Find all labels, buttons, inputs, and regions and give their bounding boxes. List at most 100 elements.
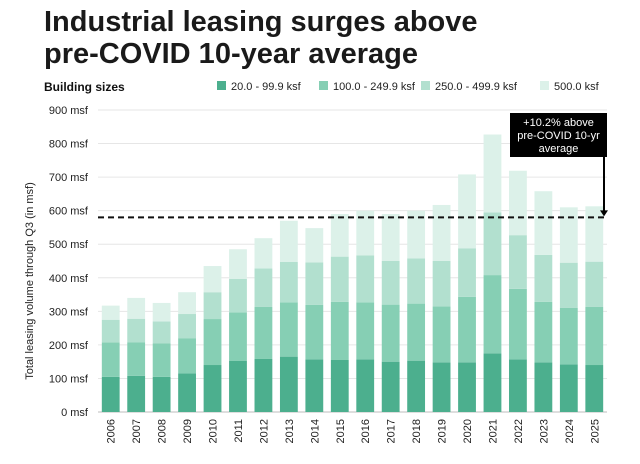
x-tick-label: 2017 bbox=[386, 419, 398, 443]
bar-segment bbox=[432, 261, 451, 307]
bar-segment bbox=[279, 220, 298, 263]
x-tick-label: 2016 bbox=[360, 419, 372, 443]
annotation-text: average bbox=[539, 143, 579, 155]
bars-group bbox=[101, 134, 604, 412]
bar-segment bbox=[509, 235, 527, 289]
y-axis: 0 msf 100 msf 200 msf 300 msf 400 msf 500 msf… bbox=[49, 105, 89, 419]
chart-title-line-2: pre-COVID 10-year average bbox=[44, 38, 418, 70]
y-axis-label: Total leasing volume through Q3 (in msf) bbox=[24, 182, 36, 379]
bar-segment bbox=[432, 362, 451, 412]
bar-segment bbox=[305, 304, 324, 360]
legend-label: 250.0 - 499.9 ksf bbox=[435, 81, 518, 93]
bar-segment bbox=[279, 302, 298, 357]
bar-segment bbox=[127, 342, 146, 376]
bar-segment bbox=[585, 306, 604, 366]
bar-segment bbox=[127, 297, 146, 319]
legend-title: Building sizes bbox=[44, 80, 125, 94]
annotation-arrow-head bbox=[600, 210, 608, 217]
legend-label: 20.0 - 99.9 ksf bbox=[231, 81, 302, 93]
bar-segment bbox=[127, 318, 146, 343]
y-tick-label: 700 msf bbox=[49, 172, 89, 184]
bar-segment bbox=[152, 343, 171, 377]
bar-segment bbox=[585, 206, 604, 262]
bar-segment bbox=[305, 262, 324, 305]
bar-segment bbox=[483, 212, 502, 276]
bar-segment bbox=[509, 288, 527, 360]
x-tick-label: 2020 bbox=[462, 419, 474, 443]
y-tick-label: 300 msf bbox=[49, 306, 89, 318]
bar-segment bbox=[483, 353, 502, 412]
legend-swatch bbox=[217, 81, 226, 90]
bar-segment bbox=[203, 292, 222, 320]
bar-segment bbox=[229, 360, 247, 412]
bar-segment bbox=[356, 210, 375, 256]
legend-swatch bbox=[319, 81, 328, 90]
bar-segment bbox=[330, 256, 349, 302]
bar-segment bbox=[509, 359, 527, 412]
x-tick-label: 2007 bbox=[131, 419, 143, 443]
bar-segment bbox=[559, 262, 578, 308]
bar-segment bbox=[330, 301, 349, 360]
bar-segment bbox=[585, 261, 604, 307]
bar-segment bbox=[356, 302, 375, 360]
bar-segment bbox=[254, 306, 273, 359]
x-tick-label: 2021 bbox=[487, 419, 499, 443]
bar-segment bbox=[534, 301, 553, 363]
annotation-box bbox=[510, 113, 607, 157]
bar-segment bbox=[279, 356, 298, 412]
bar-segment bbox=[559, 307, 578, 365]
x-tick-label: 2010 bbox=[208, 419, 220, 443]
bar-segment bbox=[152, 376, 171, 412]
x-tick-label: 2015 bbox=[335, 419, 347, 443]
y-tick-label: 600 msf bbox=[49, 206, 89, 218]
bar-segment bbox=[229, 278, 247, 313]
bar-segment bbox=[483, 134, 502, 213]
x-tick-label: 2022 bbox=[513, 419, 525, 443]
x-tick-label: 2009 bbox=[182, 419, 194, 443]
bar-segment bbox=[127, 375, 146, 412]
bar-segment bbox=[559, 207, 578, 263]
bar-segment bbox=[356, 255, 375, 303]
bar-segment bbox=[254, 238, 273, 269]
x-tick-label: 2012 bbox=[258, 419, 270, 443]
x-tick-label: 2018 bbox=[411, 419, 423, 443]
y-tick-label: 0 msf bbox=[61, 407, 89, 419]
x-tick-label: 2006 bbox=[106, 419, 118, 443]
bar-segment bbox=[101, 305, 120, 320]
bar-segment bbox=[178, 314, 196, 339]
bar-segment bbox=[178, 338, 196, 374]
legend-label: 100.0 - 249.9 ksf bbox=[333, 81, 416, 93]
bar-segment bbox=[152, 321, 171, 344]
x-tick-label: 2011 bbox=[233, 419, 245, 443]
bar-segment bbox=[356, 359, 375, 412]
y-tick-label: 400 msf bbox=[49, 273, 89, 285]
bar-segment bbox=[178, 292, 196, 315]
y-tick-label: 100 msf bbox=[49, 373, 89, 385]
bar-segment bbox=[101, 319, 120, 343]
bar-segment bbox=[407, 360, 426, 412]
bar-segment bbox=[229, 249, 247, 279]
bar-segment bbox=[458, 174, 476, 249]
bar-segment bbox=[559, 364, 578, 412]
bar-segment bbox=[407, 303, 426, 361]
bar-segment bbox=[585, 365, 604, 412]
bar-segment bbox=[381, 214, 400, 261]
bar-segment bbox=[203, 365, 222, 412]
chart-title-line-1: Industrial leasing surges above bbox=[44, 6, 478, 38]
bar-segment bbox=[101, 342, 120, 377]
bar-segment bbox=[534, 362, 553, 412]
bar-segment bbox=[381, 361, 400, 412]
bar-segment bbox=[509, 170, 527, 236]
bar-segment bbox=[483, 275, 502, 354]
bar-segment bbox=[254, 268, 273, 307]
bar-segment bbox=[458, 296, 476, 363]
bar-segment bbox=[534, 191, 553, 255]
y-tick-label: 200 msf bbox=[49, 340, 89, 352]
bar-segment bbox=[407, 258, 426, 304]
bar-segment bbox=[305, 359, 324, 412]
bar-segment bbox=[458, 362, 476, 412]
annotation-text: pre-COVID 10-yr bbox=[517, 130, 600, 142]
bar-segment bbox=[305, 228, 324, 263]
